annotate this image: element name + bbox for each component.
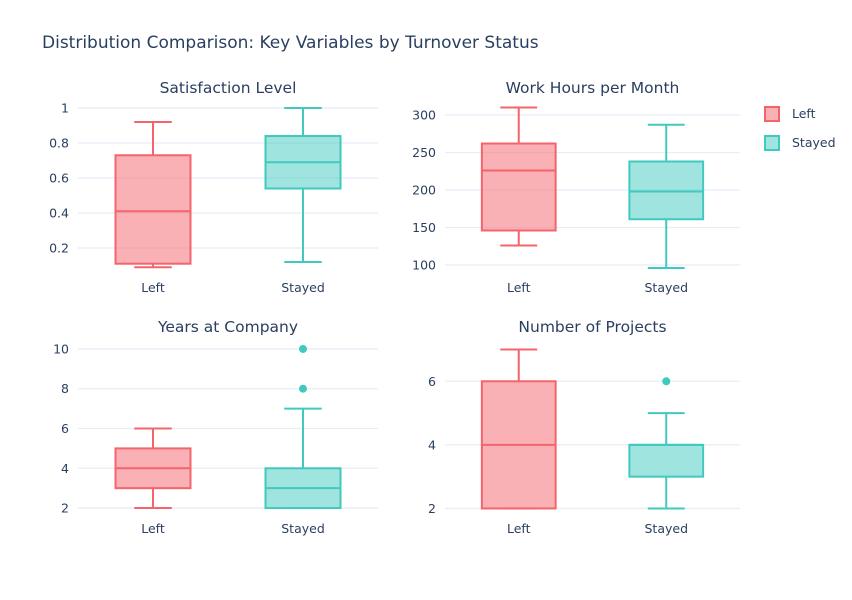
subplot-satisfaction-level: 0.2 0.4 0.6 0.8 1 Satisfaction Level Left Staye…: [49, 79, 378, 295]
box-left-years-at-company[interactable]: [114, 427, 192, 510]
y-tick-label: 6: [61, 421, 69, 436]
y-tick-label: 4: [428, 437, 436, 452]
x-tick-label: Stayed: [281, 280, 325, 295]
x-tick-label: Stayed: [644, 521, 688, 536]
box-left-satisfaction-level[interactable]: [114, 121, 192, 269]
x-tick-label: Left: [141, 521, 165, 536]
legend-label-stayed: Stayed: [792, 135, 836, 150]
box-left-number-of-projects[interactable]: [480, 348, 557, 510]
y-tick-label: 2: [428, 501, 436, 516]
y-tick-label: 4: [61, 461, 69, 476]
y-tick-label: 1: [61, 101, 69, 116]
outlier-point: [299, 384, 307, 393]
y-tick-label: 200: [412, 183, 436, 198]
box-stayed-number-of-projects[interactable]: [628, 377, 705, 510]
legend-item-left[interactable]: Left: [764, 99, 836, 128]
x-tick-label: Left: [507, 280, 531, 295]
outlier-point: [299, 344, 307, 353]
figure-title: Distribution Comparison: Key Variables b…: [42, 33, 539, 53]
x-tick-label: Left: [507, 521, 531, 536]
y-tick-label: 150: [412, 220, 436, 235]
box-body: [114, 154, 192, 265]
x-tick-label: Stayed: [281, 521, 325, 536]
x-tick-label: Left: [141, 280, 165, 295]
y-tick-label: 8: [61, 381, 69, 396]
y-tick-label: 100: [412, 258, 436, 273]
subplot-title: Number of Projects: [518, 318, 666, 336]
y-tick-label: 0.8: [49, 136, 69, 151]
y-tick-label: 0.4: [49, 205, 69, 220]
y-tick-label: 250: [412, 145, 436, 160]
y-tick-label: 2: [61, 501, 69, 516]
legend: Left Stayed: [764, 99, 836, 157]
box-left-work-hours-per-month[interactable]: [480, 106, 557, 247]
box-body: [628, 443, 705, 478]
subplot-work-hours-per-month: 100 150 200 250 300 Work Hours per Month Left S…: [412, 79, 740, 295]
y-tick-label: 6: [428, 374, 436, 389]
subplot-years-at-company: 2 4 6 8 10 Years at Company Left Stayed: [53, 318, 378, 536]
box-body: [628, 160, 705, 221]
subplot-number-of-projects: 2 4 6 Number of Projects Left Stayed: [428, 318, 740, 536]
outlier-point: [662, 377, 671, 386]
y-tick-label: 10: [53, 341, 69, 356]
y-tick-label: 0.2: [49, 240, 69, 255]
subplot-title: Years at Company: [157, 318, 298, 336]
box-stayed-work-hours-per-month[interactable]: [628, 123, 705, 269]
legend-swatch-left: [764, 105, 780, 122]
legend-swatch-stayed: [764, 134, 780, 151]
y-tick-label: 300: [412, 108, 436, 123]
x-tick-label: Stayed: [644, 280, 688, 295]
legend-label-left: Left: [792, 106, 816, 121]
box-body: [480, 142, 557, 232]
box-stayed-satisfaction-level[interactable]: [264, 107, 342, 263]
subplot-title: Satisfaction Level: [160, 79, 297, 97]
legend-item-stayed[interactable]: Stayed: [764, 128, 836, 157]
subplot-title: Work Hours per Month: [506, 79, 680, 97]
box-stayed-years-at-company[interactable]: [264, 344, 342, 510]
y-tick-label: 0.6: [49, 171, 69, 186]
